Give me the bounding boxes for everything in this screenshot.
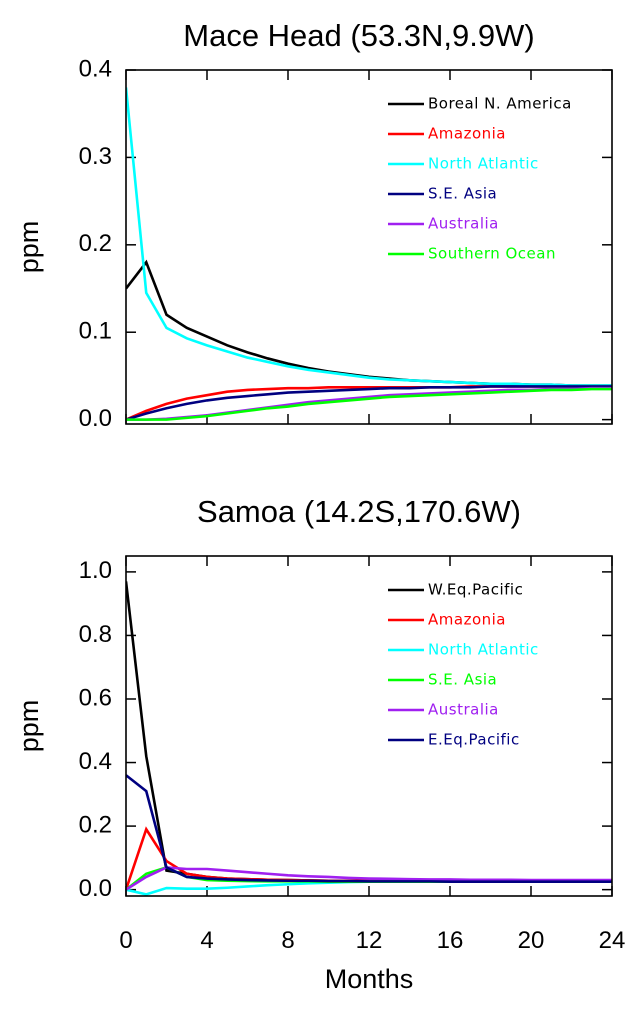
legend-label: North Atlantic — [428, 641, 539, 659]
y-tick-label: 0.3 — [79, 143, 112, 170]
x-tick-label: 4 — [200, 927, 213, 954]
series-line — [126, 385, 612, 421]
series-line — [126, 259, 612, 387]
legend-label: S.E. Asia — [428, 671, 497, 689]
chart-title: Samoa (14.2S,170.6W) — [197, 494, 521, 529]
series-line — [126, 581, 612, 884]
y-axis-label: ppm — [14, 221, 44, 274]
y-tick-label: 0.4 — [79, 748, 112, 775]
y-tick-label: 0.2 — [79, 230, 112, 257]
chart-title: Mace Head (53.3N,9.9W) — [183, 18, 534, 53]
x-tick-label: 8 — [281, 927, 294, 954]
legend-label: Amazonia — [428, 125, 506, 143]
series-line — [126, 87, 612, 387]
x-tick-label: 24 — [599, 927, 626, 954]
x-tick-label: 20 — [518, 927, 545, 954]
y-tick-label: 0.0 — [79, 405, 112, 432]
x-tick-label: 0 — [119, 927, 132, 954]
legend-label: Australia — [428, 215, 499, 233]
plot-frame — [125, 69, 613, 425]
plot-frame — [125, 555, 613, 897]
legend-label: E.Eq.Pacific — [428, 731, 520, 749]
legend-label: North Atlantic — [428, 155, 539, 173]
x-tick-label: 16 — [437, 927, 464, 954]
y-tick-label: 0.2 — [79, 811, 112, 838]
y-tick-label: 0.4 — [79, 55, 112, 82]
legend-label: Amazonia — [428, 611, 506, 629]
series-line — [126, 774, 612, 884]
legend-label: Southern Ocean — [428, 245, 556, 263]
y-axis-label: ppm — [14, 700, 44, 753]
legend-label: Boreal N. America — [428, 95, 572, 113]
series-line — [126, 387, 612, 421]
y-tick-label: 0.6 — [79, 684, 112, 711]
series-line — [126, 866, 612, 891]
legend-label: W.Eq.Pacific — [428, 581, 523, 599]
x-axis-label: Months — [325, 964, 414, 994]
y-tick-label: 0.1 — [79, 318, 112, 345]
y-tick-label: 0.8 — [79, 621, 112, 648]
x-tick-label: 12 — [356, 927, 383, 954]
legend-label: Australia — [428, 701, 499, 719]
y-tick-label: 1.0 — [79, 557, 112, 584]
y-tick-label: 0.0 — [79, 875, 112, 902]
legend-label: S.E. Asia — [428, 185, 497, 203]
